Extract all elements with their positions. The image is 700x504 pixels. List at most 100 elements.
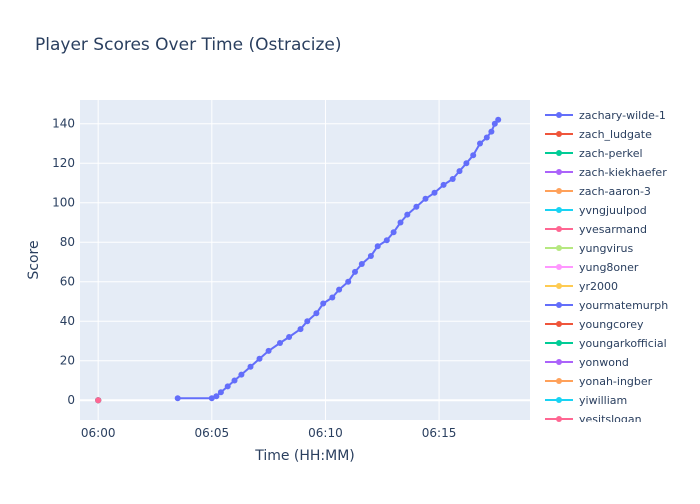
legend-item-yourmatemurph[interactable]: yourmatemurph bbox=[545, 299, 668, 312]
data-point bbox=[313, 310, 320, 317]
data-point bbox=[329, 294, 336, 301]
data-point bbox=[231, 377, 238, 384]
data-point bbox=[224, 383, 231, 390]
legend-item-yr2000[interactable]: yr2000 bbox=[545, 280, 618, 293]
legend-item-yonah-ingber[interactable]: yonah-ingber bbox=[545, 375, 653, 388]
legend-item-zach_ludgate[interactable]: zach_ludgate bbox=[545, 128, 652, 141]
legend-marker bbox=[556, 359, 562, 365]
legend-label: yungvirus bbox=[579, 242, 633, 255]
legend-label: zach-aaron-3 bbox=[579, 185, 651, 198]
legend-marker bbox=[556, 321, 562, 327]
data-point bbox=[345, 278, 352, 285]
data-point bbox=[470, 152, 477, 159]
data-point bbox=[358, 261, 365, 267]
data-point bbox=[374, 243, 381, 250]
legend-item-yvngjuulpod[interactable]: yvngjuulpod bbox=[545, 204, 647, 217]
legend-item-zach-aaron-3[interactable]: zach-aaron-3 bbox=[545, 185, 651, 198]
legend-label: youngarkofficial bbox=[579, 337, 667, 350]
data-point bbox=[495, 116, 502, 123]
y-tick-label: 0 bbox=[67, 393, 75, 407]
data-point bbox=[449, 176, 456, 182]
legend-marker bbox=[556, 207, 562, 213]
data-point bbox=[413, 203, 420, 210]
legend-label: zach-kiekhaefer bbox=[579, 166, 667, 179]
chart-title: Player Scores Over Time (Ostracize) bbox=[35, 35, 342, 55]
legend-item-zach-kiekhaefer[interactable]: zach-kiekhaefer bbox=[545, 166, 667, 179]
legend-label: yvesarmand bbox=[579, 223, 647, 236]
legend-item-youngarkofficial[interactable]: youngarkofficial bbox=[545, 337, 667, 350]
legend-label: yonah-ingber bbox=[579, 375, 653, 388]
legend-label: youngcorey bbox=[579, 318, 644, 331]
data-point bbox=[265, 347, 272, 354]
data-point bbox=[213, 393, 220, 400]
legend-marker bbox=[556, 245, 562, 251]
data-point bbox=[217, 389, 224, 396]
legend-label: yesitslogan bbox=[579, 413, 642, 426]
data-layer bbox=[95, 116, 502, 404]
legend-label: yourmatemurph bbox=[579, 299, 668, 312]
grid bbox=[80, 100, 530, 420]
data-point bbox=[463, 160, 470, 167]
data-point bbox=[352, 268, 358, 275]
legend-marker bbox=[556, 416, 562, 422]
legend-item-yiwilliam[interactable]: yiwilliam bbox=[545, 394, 627, 407]
legend-label: yonwond bbox=[579, 356, 629, 369]
series-line bbox=[177, 119, 499, 400]
legend-item-zachary-wilde-1[interactable]: zachary-wilde-1 bbox=[545, 109, 666, 122]
legend-marker bbox=[556, 131, 562, 137]
data-point bbox=[397, 219, 404, 226]
data-point bbox=[390, 229, 397, 236]
legend-item-yonwond[interactable]: yonwond bbox=[545, 356, 629, 369]
series-yesitslogan bbox=[95, 397, 102, 404]
data-point bbox=[431, 189, 438, 196]
legend[interactable]: zachary-wilde-1 zach_ludgate zach-perkel za… bbox=[545, 109, 668, 426]
legend-marker bbox=[556, 169, 562, 175]
y-tick-label: 40 bbox=[60, 314, 75, 328]
data-point bbox=[488, 128, 495, 135]
data-point bbox=[383, 237, 390, 244]
data-point bbox=[174, 395, 181, 402]
data-point bbox=[440, 181, 447, 188]
legend-marker bbox=[556, 150, 562, 156]
legend-label: yr2000 bbox=[579, 280, 618, 293]
legend-item-yungvirus[interactable]: yungvirus bbox=[545, 242, 633, 255]
data-point bbox=[336, 286, 343, 293]
legend-label: yiwilliam bbox=[579, 394, 627, 407]
data-point bbox=[256, 355, 263, 362]
legend-marker bbox=[556, 226, 562, 232]
x-tick-label: 06:10 bbox=[308, 426, 343, 440]
data-point bbox=[304, 318, 311, 325]
x-axis-label: Time (HH:MM) bbox=[254, 448, 355, 464]
legend-item-yvesarmand[interactable]: yvesarmand bbox=[545, 223, 647, 236]
tick-labels: 0 20 40 60 80 100 120 140 06:00 06:05 06:10 06:15 bbox=[52, 117, 456, 440]
legend-item-yesitslogan[interactable]: yesitslogan bbox=[545, 413, 642, 426]
legend-marker bbox=[556, 302, 562, 308]
x-tick-label: 06:15 bbox=[422, 426, 457, 440]
data-point bbox=[95, 397, 102, 404]
series-zachary-wilde-1 bbox=[174, 116, 502, 402]
x-tick-label: 06:00 bbox=[81, 426, 116, 440]
data-point bbox=[238, 371, 245, 378]
legend-marker bbox=[556, 340, 562, 346]
legend-label: zach-perkel bbox=[579, 147, 643, 160]
data-point bbox=[367, 253, 374, 259]
x-tick-label: 06:05 bbox=[195, 426, 230, 440]
legend-marker bbox=[556, 283, 562, 289]
data-point bbox=[286, 334, 293, 340]
y-tick-label: 60 bbox=[60, 275, 75, 289]
legend-label: zach_ludgate bbox=[579, 128, 652, 141]
plot-area bbox=[80, 100, 530, 420]
legend-label: zachary-wilde-1 bbox=[579, 109, 666, 122]
data-point bbox=[247, 363, 254, 370]
legend-marker bbox=[556, 397, 562, 403]
legend-marker bbox=[556, 378, 562, 384]
data-point bbox=[456, 168, 463, 175]
legend-item-yung8oner[interactable]: yung8oner bbox=[545, 261, 639, 274]
data-point bbox=[277, 340, 283, 346]
legend-item-youngcorey[interactable]: youngcorey bbox=[545, 318, 644, 331]
y-tick-label: 120 bbox=[52, 156, 75, 170]
legend-marker bbox=[556, 112, 562, 118]
legend-item-zach-perkel[interactable]: zach-perkel bbox=[545, 147, 643, 160]
